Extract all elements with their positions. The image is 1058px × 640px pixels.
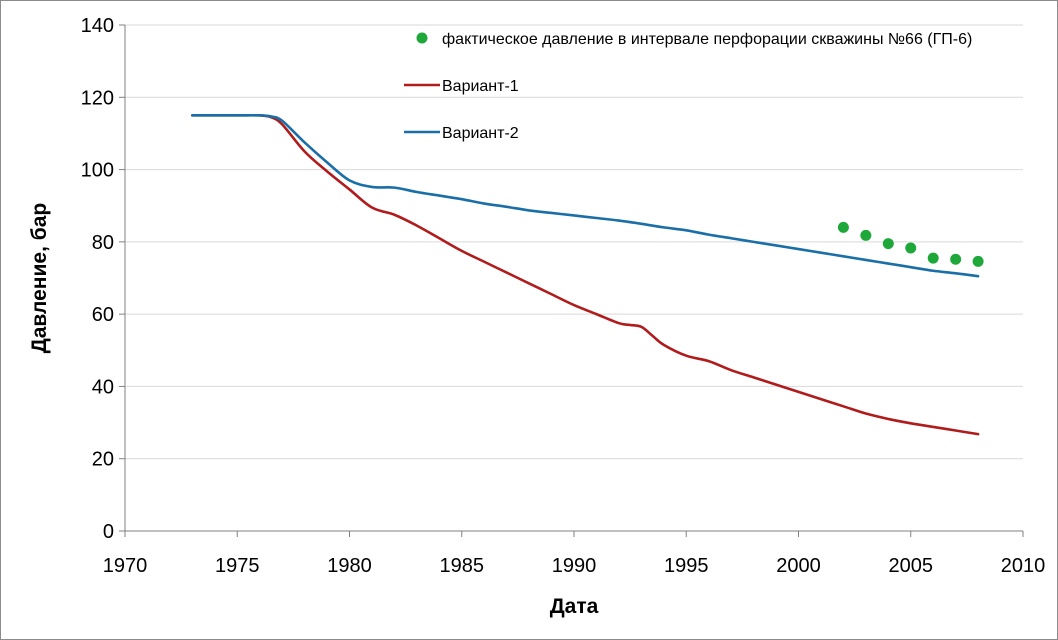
series-line-2	[191, 113, 980, 278]
x-tick-label: 1975	[215, 555, 260, 577]
axes: 0 20 40 60 80 100 120 140 1970 1975 1980 1985 1990 19…	[81, 15, 1046, 577]
series-line-1	[191, 113, 980, 436]
y-tick-label: 20	[92, 449, 114, 471]
data-point	[905, 242, 917, 254]
legend-label: Вариант-2	[442, 125, 519, 142]
legend-label: фактическое давление в интервале перфора…	[442, 31, 972, 48]
data-point	[860, 229, 872, 241]
y-axis-title: Давление, бар	[28, 203, 51, 353]
legend: фактическое давление в интервале перфора…	[404, 31, 972, 142]
y-tick-label: 140	[81, 15, 114, 37]
y-tick-label: 120	[81, 87, 114, 109]
x-tick-label: 1970	[103, 555, 148, 577]
legend-marker	[416, 32, 428, 44]
data-point	[950, 253, 962, 265]
x-tick-label: 1985	[440, 555, 485, 577]
y-tick-label: 0	[103, 521, 114, 543]
y-tick-label: 80	[92, 232, 114, 254]
gridlines	[125, 24, 1023, 460]
y-tick-label: 60	[92, 304, 114, 326]
x-tick-label: 1990	[552, 555, 597, 577]
legend-label: Вариант-1	[442, 78, 519, 95]
series-layer	[191, 113, 984, 436]
y-tick-label: 100	[81, 160, 114, 182]
x-tick-label: 2005	[889, 555, 934, 577]
data-point	[972, 255, 984, 267]
y-tick-label: 40	[92, 376, 114, 398]
data-point	[882, 238, 894, 250]
data-point	[927, 252, 939, 264]
x-axis-title: Дата	[550, 595, 599, 618]
data-point	[837, 221, 849, 233]
x-tick-label: 2010	[1001, 555, 1046, 577]
x-tick-label: 1995	[664, 555, 709, 577]
x-tick-label: 2000	[776, 555, 821, 577]
x-tick-label: 1980	[327, 555, 372, 577]
